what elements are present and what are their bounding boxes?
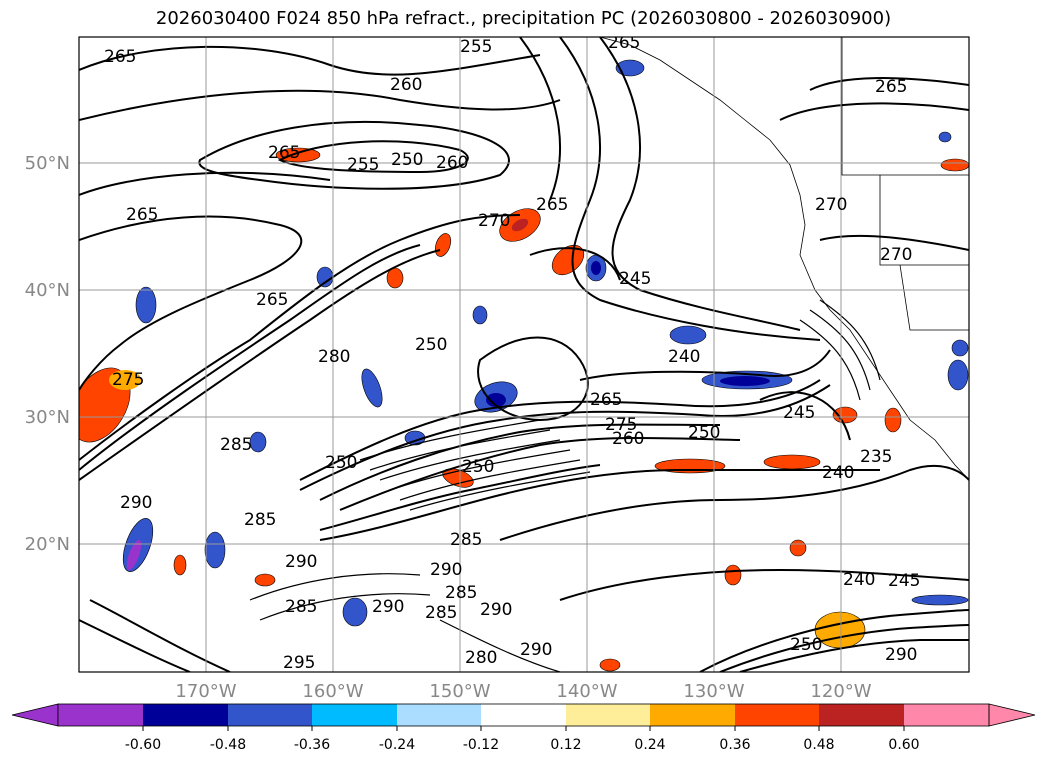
contour-label: 260	[436, 153, 468, 173]
contour-label: 280	[465, 648, 497, 668]
lat-label-40n: 40°N	[25, 280, 70, 301]
contour-label: 290	[885, 645, 917, 665]
contour-label: 265	[536, 195, 568, 215]
contour-label: 240	[843, 570, 875, 590]
colorbar-extend-max	[988, 703, 1036, 727]
contour-label: 260	[612, 429, 644, 449]
contour-label: 250	[325, 453, 357, 473]
colorbar-bin	[904, 704, 989, 726]
colorbar-tick-label: -0.24	[379, 737, 415, 753]
contour-label: 240	[822, 463, 854, 483]
contour-label: 255	[460, 37, 492, 57]
graticule	[79, 37, 969, 672]
coastline	[599, 37, 969, 481]
contour-label: 265	[875, 77, 907, 97]
contour-label: 290	[520, 640, 552, 660]
lon-label-130w: 130°W	[683, 681, 744, 702]
colorbar-tick-label: 0.48	[803, 737, 834, 753]
colorbar-bin	[735, 704, 819, 726]
contour-label: 285	[220, 435, 252, 455]
map-title: 2026030400 F024 850 hPa refract., precip…	[155, 8, 892, 29]
contour-label: 245	[619, 269, 651, 289]
lat-label-30n: 30°N	[25, 407, 70, 428]
contour-label: 270	[815, 195, 847, 215]
contour-label: 250	[391, 150, 423, 170]
contour-label: 250	[790, 635, 822, 655]
colorbar-tick-label: -0.36	[294, 737, 330, 753]
colorbar-bin	[312, 704, 397, 726]
lon-label-170w: 170°W	[175, 681, 236, 702]
contour-label: 295	[283, 653, 315, 673]
lon-label-160w: 160°W	[302, 681, 363, 702]
colorbar-bin	[819, 704, 904, 726]
contour-label: 245	[888, 571, 920, 591]
contour-label: 235	[860, 447, 892, 467]
contour-label: 285	[450, 530, 482, 550]
contour-label: 285	[244, 510, 276, 530]
colorbar-bin	[143, 704, 228, 726]
colorbar-bin	[481, 704, 566, 726]
contour-label: 265	[256, 290, 288, 310]
lon-label-120w: 120°W	[810, 681, 871, 702]
colorbar-tick-label: 0.12	[550, 737, 581, 753]
refractivity-contours	[79, 37, 969, 672]
contour-label: 250	[462, 457, 494, 477]
lat-label-20n: 20°N	[25, 534, 70, 555]
lon-label-150w: 150°W	[429, 681, 490, 702]
contour-label: 275	[112, 370, 144, 390]
colorbar-tick-label: -0.12	[463, 737, 499, 753]
contour-label: 250	[688, 423, 720, 443]
contour-label: 270	[478, 211, 510, 231]
contour-label: 275	[605, 415, 637, 435]
contour-label: 280	[318, 347, 350, 367]
contour-label: 265	[268, 143, 300, 163]
colorbar-bin	[228, 704, 312, 726]
contour-label: 285	[445, 583, 477, 603]
contour-label: 255	[347, 155, 379, 175]
contour-label: 290	[285, 552, 317, 572]
colorbar-bin	[650, 704, 735, 726]
colorbar-tick-label: 0.36	[719, 737, 750, 753]
colorbar-tick-label: -0.60	[125, 737, 161, 753]
contour-label: 240	[668, 347, 700, 367]
colorbar-tick-label: 0.24	[634, 737, 665, 753]
lon-label-140w: 140°W	[556, 681, 617, 702]
contour-label: 270	[880, 245, 912, 265]
contour-label: 290	[120, 493, 152, 513]
colorbar-extend-min	[11, 703, 59, 727]
contour-label: 290	[372, 597, 404, 617]
contour-label: 290	[480, 600, 512, 620]
colorbar-bin	[397, 704, 481, 726]
map-frame	[78, 36, 970, 673]
precipitation-shading	[79, 59, 969, 672]
colorbar-tick-label: 0.60	[888, 737, 919, 753]
contour-label: 265	[590, 390, 622, 410]
lat-label-50n: 50°N	[25, 153, 70, 174]
contour-label: 265	[104, 47, 136, 67]
contour-label: 285	[285, 597, 317, 617]
contour-label: 265	[126, 205, 158, 225]
map-plot-area: 265 255 265 260 265 255 250 260 265 270 …	[79, 33, 969, 673]
contour-label: 285	[425, 603, 457, 623]
contour-label: 260	[390, 75, 422, 95]
contour-label: 265	[608, 33, 640, 53]
colorbar-tick-label: -0.48	[210, 737, 246, 753]
contour-label: 245	[783, 403, 815, 423]
colorbar: -0.60 -0.48 -0.36 -0.24 -0.12 0.12 0.24 …	[11, 703, 1036, 753]
contour-label: 250	[415, 335, 447, 355]
colorbar-bin	[58, 704, 143, 726]
contour-label: 290	[430, 560, 462, 580]
colorbar-bin	[566, 704, 650, 726]
